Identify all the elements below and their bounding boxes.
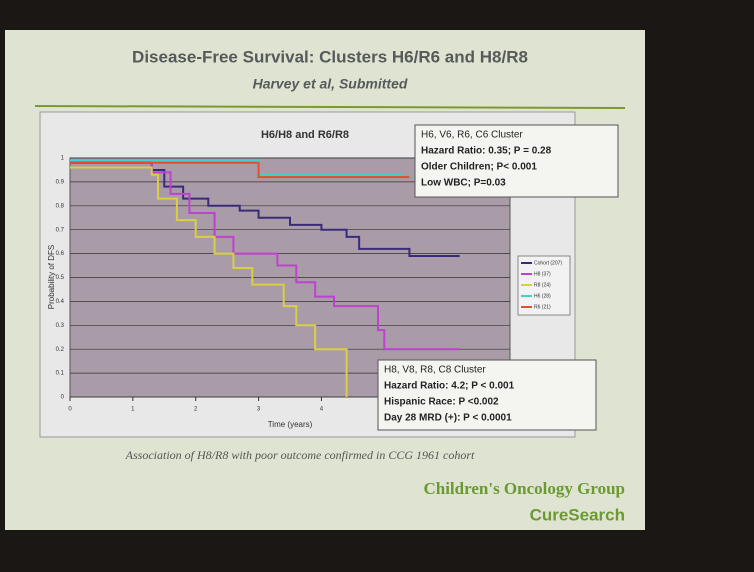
annotation-line: Day 28 MRD (+): P < 0.0001	[384, 413, 512, 424]
brand: CureSearch	[530, 505, 625, 524]
plot: 00.10.20.30.40.50.60.70.80.9101234567Coh…	[56, 156, 571, 413]
legend-label: H6 (28)	[534, 293, 551, 299]
y-tick-label: 0.7	[56, 227, 65, 233]
y-tick-label: 0.6	[56, 251, 65, 257]
annotation-box	[414, 124, 619, 198]
org: Children's Oncology Group	[423, 479, 625, 498]
legend-label: Cohort (207)	[534, 260, 562, 266]
plot-title: H6/H8 and R6/R8	[261, 129, 349, 141]
y-tick-label: 0.2	[56, 347, 65, 353]
annotation-line: Older Children; P< 0.001	[421, 162, 537, 173]
divider	[34, 105, 626, 109]
y-tick-label: 0	[61, 395, 65, 401]
subtitle: Harvey et al, Submitted	[253, 76, 408, 92]
y-tick-label: 0.3	[56, 323, 65, 329]
series-line	[70, 166, 348, 397]
title: Disease-Free Survival: Clusters H6/R6 an…	[132, 47, 528, 66]
x-axis-label: Time (years)	[268, 420, 313, 429]
annotation-line: Low WBC; P=0.03	[421, 178, 506, 189]
series-line	[70, 161, 410, 179]
annotation-line: Hazard Ratio: 0.35; P = 0.28	[421, 146, 552, 157]
y-tick-label: 0.8	[56, 203, 65, 209]
series-line	[70, 161, 460, 351]
y-tick-label: 0.5	[56, 275, 65, 281]
annotation-box	[377, 359, 597, 431]
caption: Association of H8/R8 with poor outcome c…	[125, 448, 475, 462]
x-tick-label: 1	[131, 407, 135, 413]
y-axis-label: Probability of DFS	[47, 245, 56, 309]
annotation-line: H8, V8, R8, C8 Cluster	[384, 365, 486, 376]
x-tick-label: 4	[320, 407, 324, 413]
y-tick-label: 0.1	[56, 371, 65, 377]
x-tick-label: 3	[257, 407, 261, 413]
x-tick-label: 0	[68, 407, 72, 413]
annotation-line: Hazard Ratio: 4.2; P < 0.001	[384, 381, 515, 392]
legend-label: R8 (24)	[534, 282, 551, 288]
annotation-line: Hispanic Race: P <0.002	[384, 397, 499, 408]
annotation-line: H6, V6, R6, C6 Cluster	[421, 130, 523, 141]
y-tick-label: 1	[61, 156, 65, 162]
y-tick-label: 0.4	[56, 299, 65, 305]
y-tick-label: 0.9	[56, 179, 65, 185]
series-line	[70, 161, 460, 257]
legend-label: R6 (21)	[534, 304, 551, 310]
x-tick-label: 2	[194, 407, 198, 413]
legend-label: H8 (37)	[534, 271, 551, 277]
